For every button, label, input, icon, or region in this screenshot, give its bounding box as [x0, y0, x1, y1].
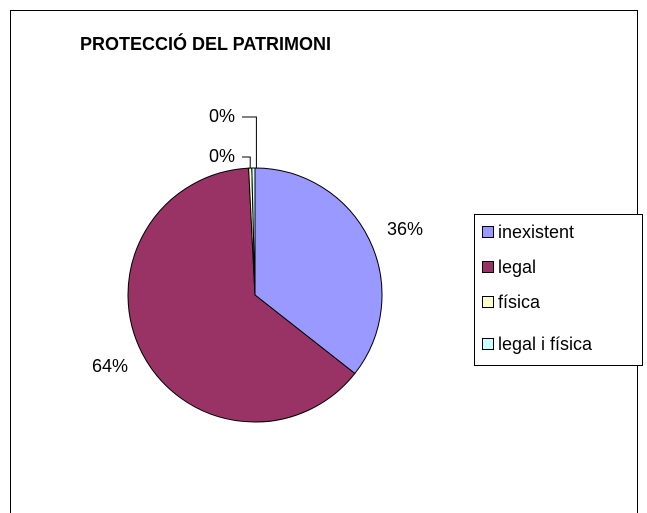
chart-title: PROTECCIÓ DEL PATRIMONI [80, 33, 331, 54]
legend-label: legal [498, 257, 536, 277]
pie-slice [251, 167, 256, 296]
data-label: 0% [209, 106, 235, 126]
pie-slice [127, 167, 356, 423]
legend-swatch [482, 226, 494, 238]
data-label: 0% [209, 146, 235, 166]
legend-swatch [482, 296, 494, 308]
data-label: 64% [92, 356, 128, 376]
legend-box [474, 214, 643, 366]
legend-label: inexistent [498, 222, 574, 242]
leader-line [242, 116, 257, 169]
legend-label: legal i física [498, 334, 593, 354]
data-label: 36% [387, 219, 423, 239]
legend-swatch [482, 261, 494, 273]
leader-line [242, 156, 251, 169]
legend-swatch [482, 338, 494, 350]
legend-label: física [498, 292, 541, 312]
pie-slice [254, 167, 383, 375]
